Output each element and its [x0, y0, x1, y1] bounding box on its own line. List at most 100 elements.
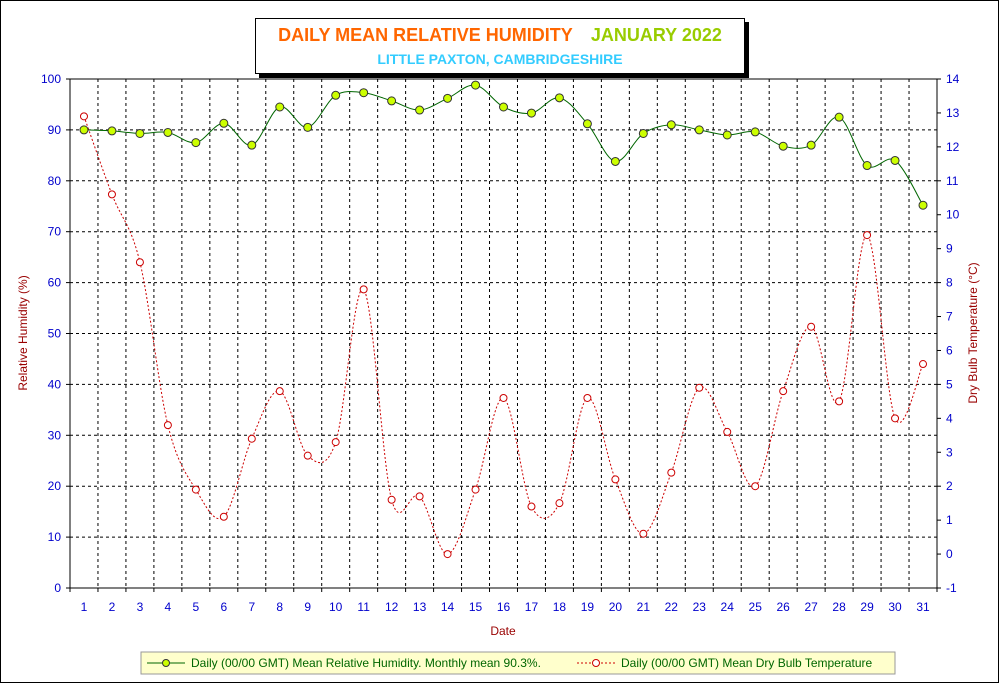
temperature-point: [835, 397, 844, 406]
humidity-point: [554, 93, 564, 103]
y2-tick-label: 9: [946, 242, 953, 256]
temperature-point: [303, 451, 312, 460]
y2-tick-label: 8: [946, 276, 953, 290]
x-tick-label: 16: [497, 600, 511, 614]
humidity-point: [694, 125, 704, 135]
temperature-point: [919, 360, 928, 369]
humidity-point: [415, 105, 425, 115]
y2-tick-label: 12: [946, 140, 960, 154]
temperature-point: [107, 190, 116, 199]
y2-tick-label: 4: [946, 411, 953, 425]
temperature-point: [527, 502, 536, 511]
x-tick-label: 7: [248, 600, 255, 614]
humidity-point: [359, 88, 369, 98]
chart-subtitle: LITTLE PAXTON, CAMBRIDGESHIRE: [377, 51, 623, 67]
temperature-point: [163, 421, 172, 430]
y-tick-label: 40: [48, 377, 62, 391]
x-tick-label: 13: [413, 600, 427, 614]
y-tick-label: 60: [48, 276, 62, 290]
temperature-point: [695, 383, 704, 392]
x-tick-label: 14: [441, 600, 455, 614]
x-tick-label: 5: [193, 600, 200, 614]
x-tick-label: 1: [81, 600, 88, 614]
humidity-point: [722, 130, 732, 140]
humidity-point: [135, 128, 145, 138]
humidity-point: [918, 200, 928, 210]
y2-tick-label: 10: [946, 208, 960, 222]
x-tick-label: 18: [553, 600, 567, 614]
y-tick-label: 70: [48, 225, 62, 239]
temperature-point: [191, 485, 200, 494]
legend: Daily (00/00 GMT) Mean Relative Humidity…: [140, 651, 896, 675]
humidity-point: [638, 128, 648, 138]
humidity-point: [471, 80, 481, 90]
legend-humidity-marker: [162, 659, 170, 667]
humidity-point: [163, 127, 173, 137]
y2-tick-label: 13: [946, 106, 960, 120]
y-axis-label: Relative Humidity (%): [16, 275, 30, 390]
legend-box: [140, 651, 896, 675]
x-tick-label: 20: [609, 600, 623, 614]
temperature-point: [639, 529, 648, 538]
legend-temp-label: Daily (00/00 GMT) Mean Dry Bulb Temperat…: [621, 656, 873, 670]
y2-tick-label: 6: [946, 343, 953, 357]
y-tick-label: 100: [41, 72, 61, 86]
x-tick-label: 19: [581, 600, 595, 614]
humidity-point: [806, 140, 816, 150]
grid-lines: [70, 79, 937, 588]
x-tick-label: 10: [329, 600, 343, 614]
temperature-point: [667, 468, 676, 477]
x-tick-label: 2: [109, 600, 116, 614]
x-tick-label: 30: [888, 600, 902, 614]
humidity-point: [247, 140, 257, 150]
y-tick-label: 30: [48, 428, 62, 442]
chart-title: DAILY MEAN RELATIVE HUMIDITY: [278, 25, 573, 45]
humidity-point: [191, 138, 201, 148]
y-tick-label: 20: [48, 479, 62, 493]
temperature-point: [555, 499, 564, 508]
x-tick-label: 23: [693, 600, 707, 614]
title-line: DAILY MEAN RELATIVE HUMIDITY JANUARY 2022: [256, 25, 744, 46]
x-tick-label: 22: [665, 600, 679, 614]
title-box: DAILY MEAN RELATIVE HUMIDITY JANUARY 2022…: [255, 18, 745, 74]
humidity-point: [666, 120, 676, 130]
x-tick-label: 4: [165, 600, 172, 614]
humidity-point: [387, 96, 397, 106]
legend-humidity-label: Daily (00/00 GMT) Mean Relative Humidity…: [191, 656, 541, 670]
temperature-point: [79, 112, 88, 121]
humidity-point: [750, 127, 760, 137]
temperature-point: [499, 393, 508, 402]
humidity-point: [79, 125, 89, 135]
humidity-point: [303, 122, 313, 132]
humidity-point: [331, 90, 341, 100]
temperature-point: [471, 485, 480, 494]
x-tick-label: 9: [304, 600, 311, 614]
humidity-point: [499, 102, 508, 112]
x-tick-label: 3: [137, 600, 144, 614]
x-tick-label: 31: [916, 600, 930, 614]
humidity-point: [275, 102, 285, 112]
humidity-point: [526, 108, 536, 118]
y2-tick-label: 2: [946, 479, 953, 493]
x-tick-label: 21: [637, 600, 651, 614]
humidity-point: [582, 119, 592, 129]
humidity-point: [890, 155, 900, 165]
humidity-series: [79, 80, 928, 210]
temperature-point: [863, 231, 872, 240]
temperature-point: [275, 387, 284, 396]
x-tick-label: 15: [469, 600, 483, 614]
y2-tick-label: -1: [946, 581, 957, 595]
y2-tick-label: 7: [946, 310, 953, 324]
humidity-point: [107, 126, 117, 136]
x-tick-label: 25: [749, 600, 763, 614]
temperature-point: [331, 438, 340, 447]
y2-axis-label: Dry Bulb Temperature (°C): [966, 262, 980, 403]
temperature-point: [135, 258, 144, 267]
legend-temp-marker: [592, 659, 600, 667]
humidity-point: [443, 93, 453, 103]
temperature-point: [807, 322, 816, 331]
x-tick-label: 29: [860, 600, 874, 614]
x-axis-label: Date: [490, 624, 516, 638]
